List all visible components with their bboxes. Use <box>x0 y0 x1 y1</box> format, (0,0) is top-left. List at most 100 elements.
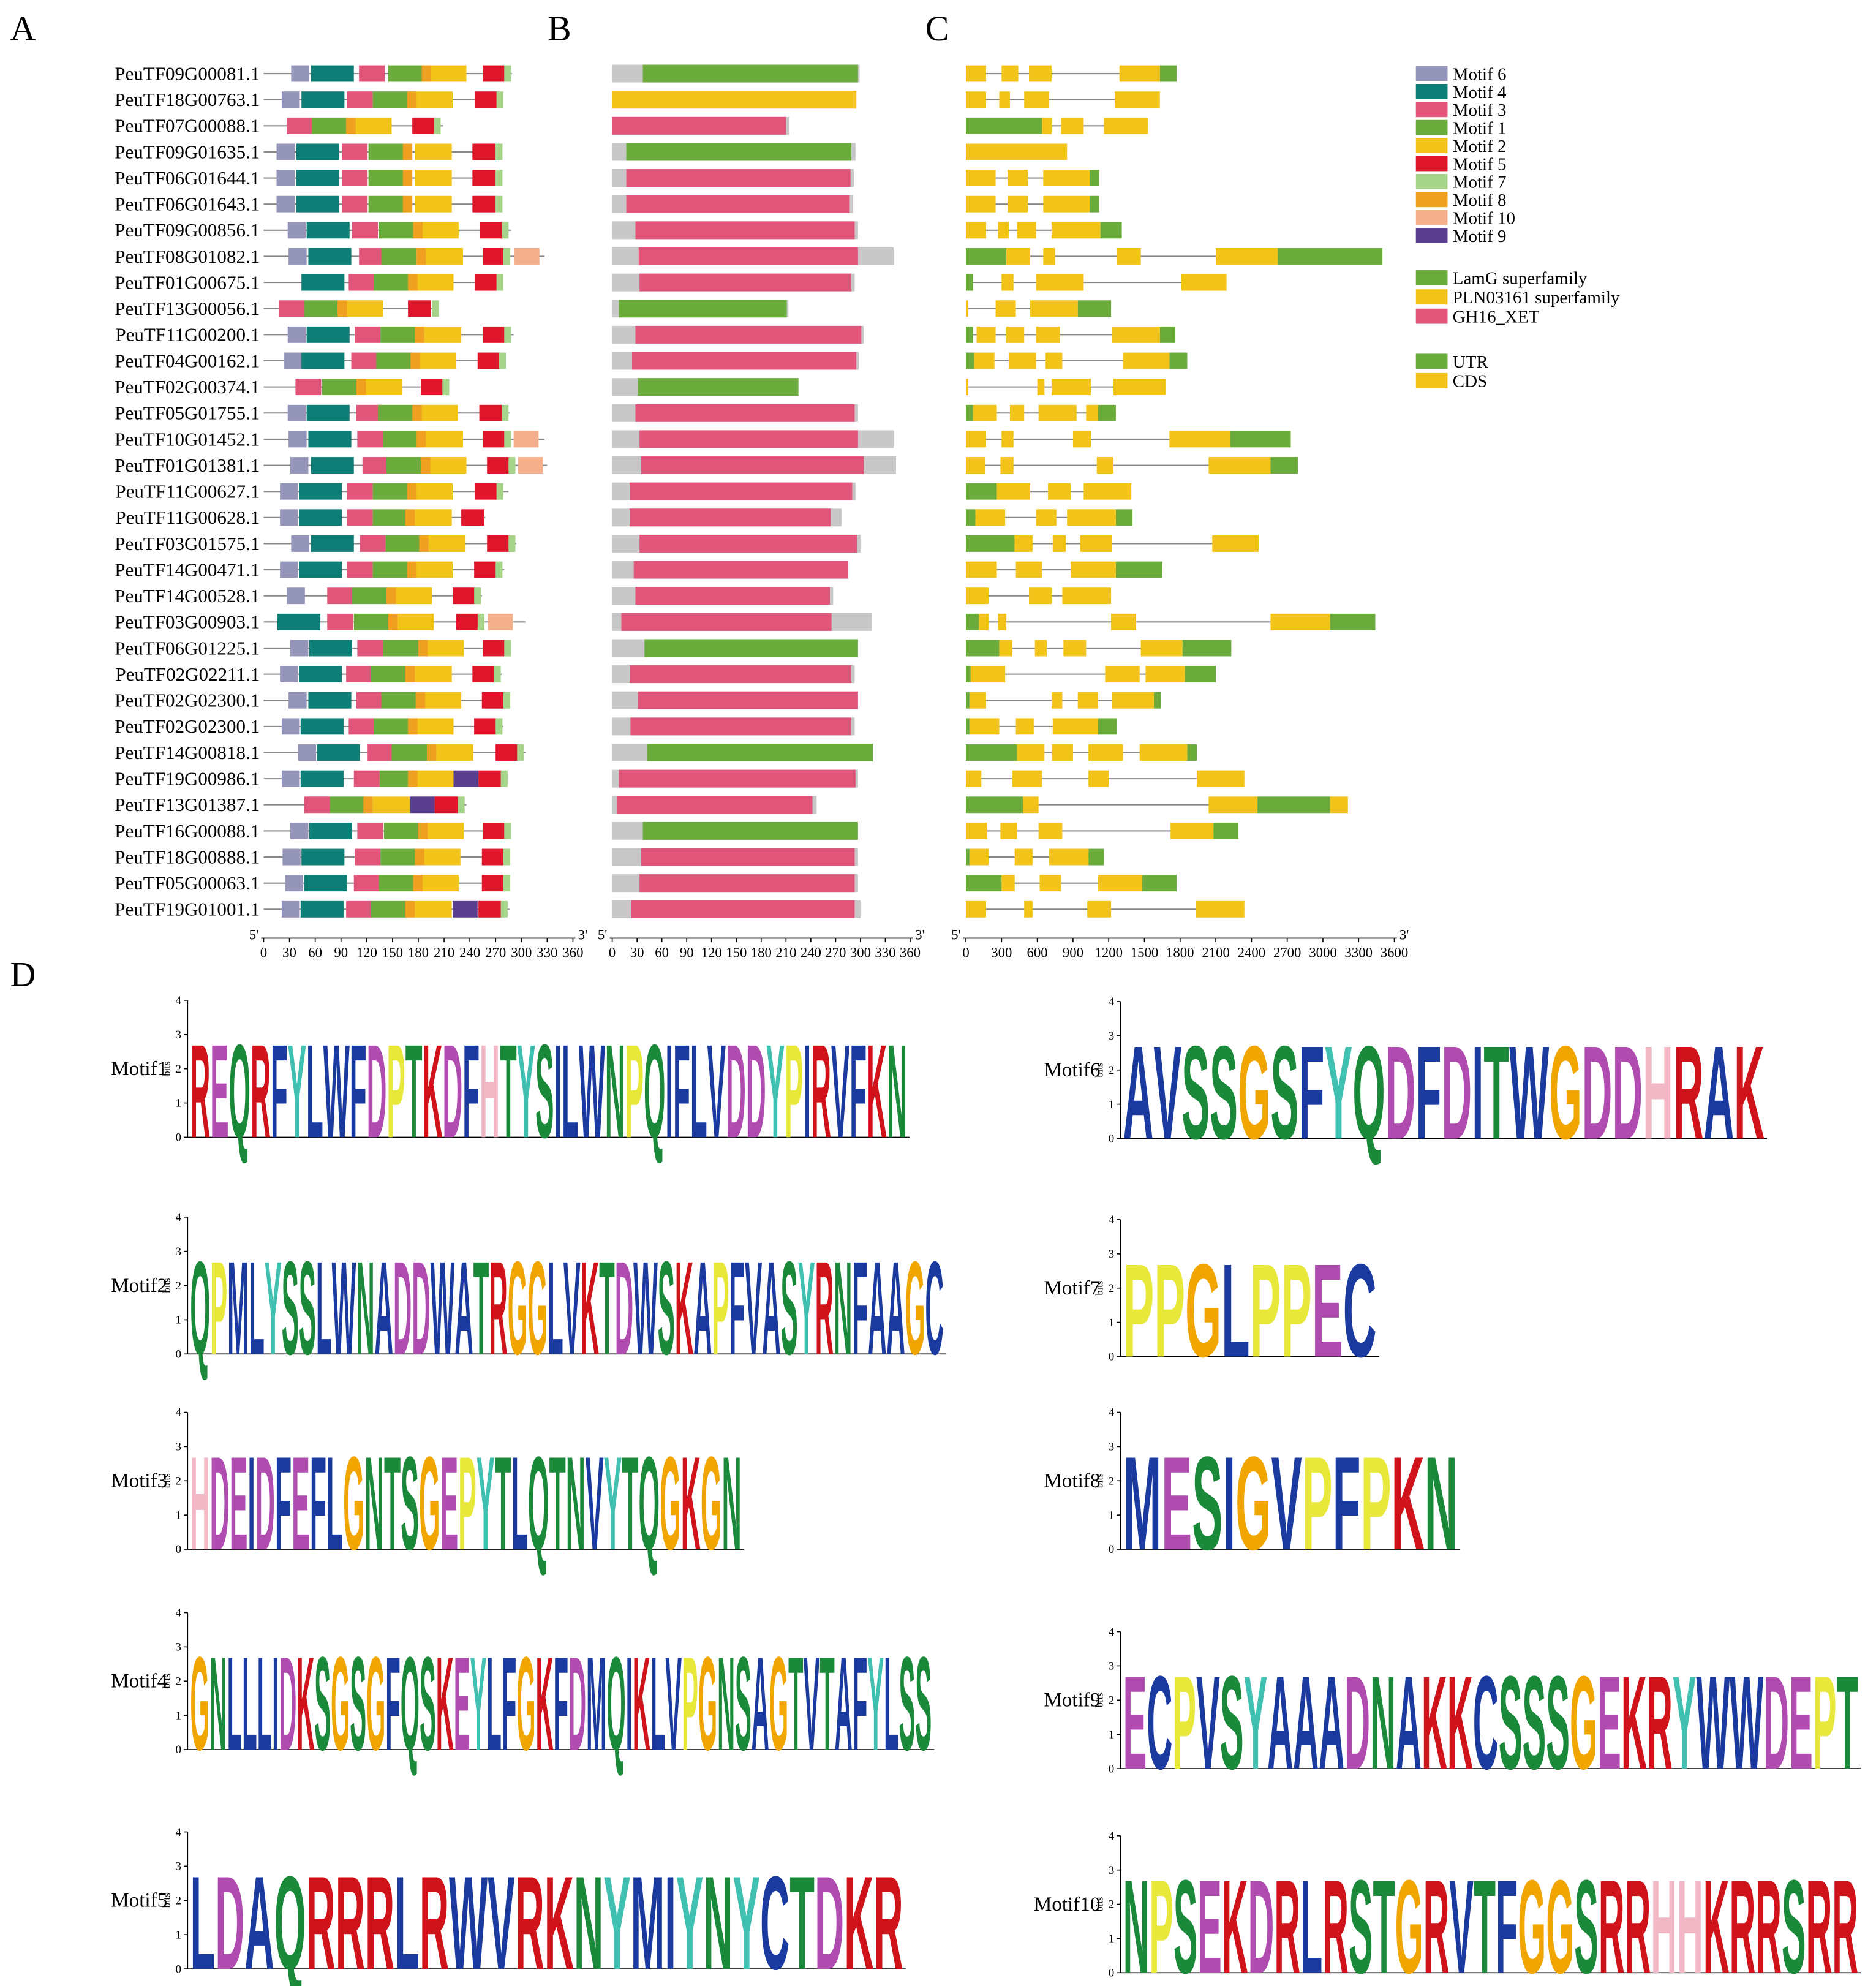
motif <box>280 666 298 683</box>
motif <box>353 770 380 787</box>
motif <box>372 483 409 500</box>
motif-label: Motif3 <box>111 1470 167 1492</box>
cds <box>1023 796 1039 814</box>
motif <box>408 718 418 735</box>
cds <box>1008 352 1036 369</box>
cds <box>1080 535 1113 552</box>
motif <box>276 170 295 187</box>
motif <box>367 744 394 761</box>
logo-letters: NPSEKDRLRSTGRVTFGGSRRHHKRRSRR <box>1123 1852 1858 1986</box>
motif <box>327 587 353 605</box>
motif <box>391 744 427 761</box>
utr <box>1159 65 1177 82</box>
cds <box>1063 640 1087 657</box>
legend-label: Motif 8 <box>1453 191 1507 210</box>
cds <box>1000 457 1014 474</box>
gene-name: PeuTF11G00627.1 <box>115 481 260 502</box>
cds <box>1017 744 1045 761</box>
logo-tick-label: 3 <box>176 1245 181 1258</box>
motif <box>503 692 511 709</box>
gene-name: PeuTF05G00063.1 <box>115 872 260 894</box>
motif <box>475 274 499 291</box>
cds <box>995 300 1016 317</box>
motif <box>415 195 452 213</box>
motif <box>502 404 509 421</box>
motif <box>429 65 467 82</box>
cds <box>1077 692 1098 709</box>
motif <box>429 457 467 474</box>
x-tick-label: 270 <box>825 945 846 961</box>
legend-swatch <box>1415 119 1448 135</box>
motif <box>504 65 511 82</box>
cds <box>1038 404 1077 421</box>
legend-swatch <box>1415 138 1448 154</box>
cds <box>1043 248 1055 265</box>
motif <box>481 875 505 892</box>
gene-name: PeuTF10G01452.1 <box>115 428 260 450</box>
logo-tick-label: 4 <box>176 1406 182 1419</box>
axis-end-label: 5' <box>598 927 607 943</box>
cds <box>998 222 1009 239</box>
motif <box>308 692 352 709</box>
motif <box>290 822 309 839</box>
cds <box>1208 457 1271 474</box>
motif <box>479 404 503 421</box>
motif <box>483 248 507 265</box>
motif <box>342 195 368 213</box>
cds <box>966 300 968 317</box>
motif <box>503 248 511 265</box>
motif <box>419 535 429 552</box>
domain <box>642 64 858 83</box>
motif <box>472 195 496 213</box>
motif <box>415 483 453 500</box>
motif <box>456 613 480 630</box>
utr <box>1154 692 1161 709</box>
motif <box>475 91 499 108</box>
motif <box>500 900 508 918</box>
axis-end-label: 5' <box>249 927 258 943</box>
logo-tick-label: 0 <box>176 1348 181 1361</box>
motif <box>475 483 499 500</box>
motif <box>396 613 434 630</box>
axis-end-label: 3' <box>578 927 587 943</box>
x-tick-label: 3300 <box>1345 945 1373 961</box>
utr <box>966 718 970 735</box>
motif <box>386 457 422 474</box>
cds <box>966 379 968 396</box>
logo-tick-label: 3 <box>1109 1864 1114 1877</box>
cds <box>974 352 995 369</box>
cds <box>966 822 988 839</box>
motif <box>280 483 298 500</box>
domain <box>642 821 858 840</box>
cds <box>1123 352 1170 369</box>
gene-name: PeuTF02G02300.1 <box>115 715 260 737</box>
gene-name: PeuTF06G01225.1 <box>115 637 260 659</box>
gene-name: PeuTF08G01082.1 <box>115 246 260 267</box>
utr <box>1098 404 1116 421</box>
motif <box>504 640 511 657</box>
motif <box>311 65 354 82</box>
cds <box>1088 744 1123 761</box>
logo-axis-label: bits <box>1094 1281 1106 1296</box>
legend-swatch <box>1415 228 1448 243</box>
motif <box>424 692 462 709</box>
motif <box>402 170 413 187</box>
gene-name: PeuTF01G01381.1 <box>115 455 260 476</box>
motif <box>478 900 502 918</box>
x-tick-label: 2100 <box>1202 945 1230 961</box>
gene-name: PeuTF09G00856.1 <box>115 219 260 241</box>
motif <box>304 875 347 892</box>
motif <box>301 848 345 866</box>
logo-letters: MESIGVPFPKN <box>1123 1429 1458 1578</box>
cds <box>966 561 997 578</box>
logo-axis-label: bits <box>160 1062 172 1076</box>
gene-name: PeuTF05G01755.1 <box>115 402 260 424</box>
motif <box>356 692 383 709</box>
motif-label: Motif2 <box>111 1274 167 1297</box>
domain <box>630 717 852 736</box>
utr <box>966 744 1017 761</box>
motif <box>496 274 503 291</box>
